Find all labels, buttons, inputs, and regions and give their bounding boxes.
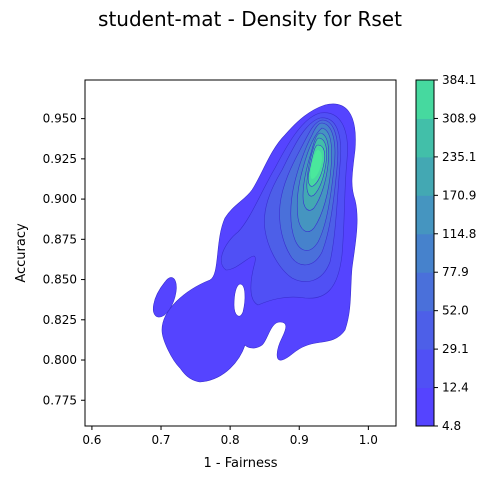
y-tick-label: 0.950: [43, 112, 77, 126]
colorbar-segment: [416, 233, 434, 273]
y-axis-label: Accuracy: [14, 223, 29, 283]
colorbar-tick-label: 77.9: [442, 265, 469, 279]
colorbar-segment: [416, 195, 434, 235]
y-tick-label: 0.875: [43, 232, 77, 246]
chart-title: student-mat - Density for Rset: [98, 7, 402, 31]
colorbar-tick-label: 114.8: [442, 227, 476, 241]
density-region: [152, 103, 358, 383]
colorbar-tick-label: 12.4: [442, 381, 469, 395]
x-tick-label: 0.9: [290, 433, 309, 447]
colorbar-segment: [416, 272, 434, 312]
y-tick-label: 0.925: [43, 152, 77, 166]
colorbar-tick-label: 384.1: [442, 73, 476, 87]
colorbar-tick-label: 308.9: [442, 111, 476, 125]
colorbar-segment: [416, 310, 434, 350]
plot-frame: [84, 79, 397, 427]
x-axis: 0.6 0.7 0.8 0.9 1.0: [82, 426, 378, 447]
colorbar-tick-label: 29.1: [442, 342, 469, 356]
colorbar-segment: [416, 387, 434, 427]
colorbar-tick-label: 4.8: [442, 419, 461, 433]
density-hole: [233, 283, 246, 317]
y-tick-label: 0.800: [43, 353, 77, 367]
y-tick-label: 0.850: [43, 273, 77, 287]
y-tick-label: 0.900: [43, 192, 77, 206]
colorbar: 4.8 12.4 29.1 52.0 77.9 114.8 170.9 235.1 308.9 3…: [415, 73, 476, 433]
density-island: [152, 277, 177, 318]
density-peak: [310, 150, 322, 179]
colorbar-segment: [416, 156, 434, 196]
y-axis: 0.775 0.800 0.825 0.850 0.875 0.900 0.925 0.950: [43, 112, 85, 407]
x-axis-label: 1 - Fairness: [204, 456, 278, 471]
colorbar-segment: [416, 118, 434, 158]
colorbar-segment: [416, 80, 434, 119]
x-tick-label: 0.8: [221, 433, 240, 447]
y-tick-label: 0.775: [43, 393, 77, 407]
colorbar-tick-label: 52.0: [442, 304, 469, 318]
colorbar-frame: [415, 79, 435, 427]
y-tick-label: 0.825: [43, 313, 77, 327]
colorbar-tick-label: 170.9: [442, 188, 476, 202]
colorbar-segment: [416, 349, 434, 389]
x-tick-label: 1.0: [359, 433, 378, 447]
x-tick-label: 0.7: [151, 433, 170, 447]
colorbar-tick-label: 235.1: [442, 150, 476, 164]
x-tick-label: 0.6: [82, 433, 101, 447]
